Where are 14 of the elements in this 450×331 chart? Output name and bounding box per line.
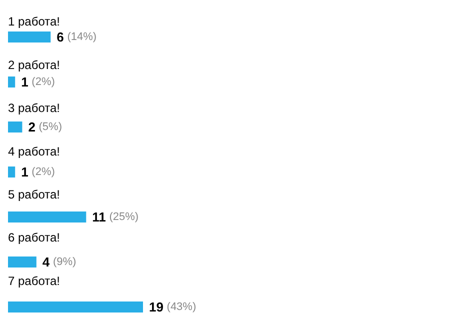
y-tick-label: 6 работа! [8,230,60,245]
y-tick-label: 3 работа! [8,101,60,116]
y-tick-label: 4 работа! [8,144,60,158]
y-tick-label: 7 работа! [8,274,60,288]
data-label: 1 (2%) [21,164,55,180]
data-label: 6 (14%) [56,30,97,44]
y-tick-label: 1 работа! [8,14,60,29]
data-label: 19 (43%) [149,300,196,314]
data-label: 11 (25%) [92,210,139,224]
data-label: 4 (9%) [42,254,76,270]
data-label: 2 (5%) [28,120,62,134]
y-tick-label: 5 работа! [8,187,60,202]
data-label: 1 (2%) [21,74,55,90]
y-tick-label: 2 работа! [8,58,60,72]
